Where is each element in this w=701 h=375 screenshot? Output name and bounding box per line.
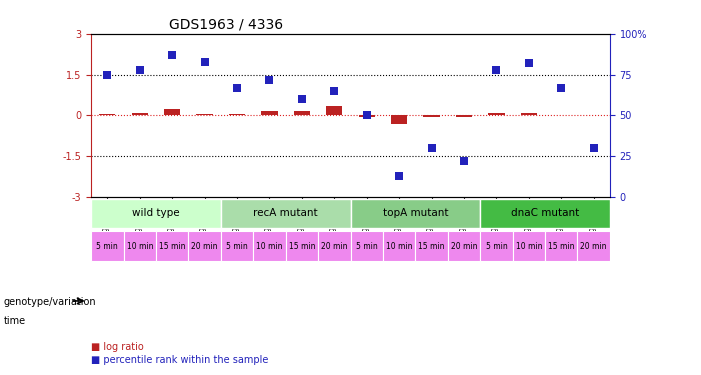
Text: 20 min: 20 min [191, 242, 218, 250]
Text: 20 min: 20 min [580, 242, 607, 250]
FancyBboxPatch shape [221, 199, 350, 228]
Point [426, 145, 437, 151]
Text: time: time [4, 316, 26, 326]
Point [102, 72, 113, 78]
Text: 10 min: 10 min [515, 242, 542, 250]
FancyBboxPatch shape [350, 199, 480, 228]
Point [134, 67, 145, 73]
FancyBboxPatch shape [480, 231, 512, 261]
Bar [521, 113, 537, 116]
FancyBboxPatch shape [286, 231, 318, 261]
Bar [196, 114, 212, 116]
Point [491, 67, 502, 73]
Bar [132, 113, 148, 116]
FancyBboxPatch shape [318, 231, 350, 261]
FancyBboxPatch shape [253, 231, 286, 261]
FancyBboxPatch shape [221, 231, 253, 261]
Point [297, 96, 308, 102]
Text: 15 min: 15 min [548, 242, 575, 250]
Point [329, 88, 340, 94]
Bar [391, 116, 407, 124]
FancyBboxPatch shape [448, 231, 480, 261]
Bar [585, 115, 601, 116]
Point [523, 60, 534, 66]
Bar [229, 114, 245, 116]
FancyBboxPatch shape [156, 231, 189, 261]
Text: 10 min: 10 min [386, 242, 412, 250]
Bar [553, 115, 569, 116]
FancyBboxPatch shape [512, 231, 545, 261]
Point [588, 145, 599, 151]
Bar [100, 114, 116, 116]
FancyBboxPatch shape [189, 231, 221, 261]
Text: wild type: wild type [132, 209, 179, 219]
Point [361, 112, 372, 118]
Text: dnaC mutant: dnaC mutant [511, 209, 579, 219]
FancyBboxPatch shape [415, 231, 448, 261]
Text: genotype/variation: genotype/variation [4, 297, 96, 307]
Point [458, 158, 470, 164]
Text: topA mutant: topA mutant [383, 209, 448, 219]
Bar [164, 109, 180, 115]
Text: GDS1963 / 4336: GDS1963 / 4336 [169, 17, 283, 31]
Bar [456, 116, 472, 117]
Point [264, 76, 275, 82]
Text: ■ percentile rank within the sample: ■ percentile rank within the sample [91, 355, 268, 365]
Point [556, 85, 567, 91]
FancyBboxPatch shape [578, 231, 610, 261]
Text: 20 min: 20 min [321, 242, 348, 250]
FancyBboxPatch shape [545, 231, 578, 261]
Bar [489, 113, 505, 116]
Text: 5 min: 5 min [356, 242, 378, 250]
Bar [326, 106, 342, 116]
Bar [423, 116, 440, 117]
FancyBboxPatch shape [350, 231, 383, 261]
FancyBboxPatch shape [91, 199, 221, 228]
Text: 10 min: 10 min [126, 242, 153, 250]
Point [231, 85, 243, 91]
Text: 5 min: 5 min [226, 242, 248, 250]
Text: 20 min: 20 min [451, 242, 477, 250]
Text: 15 min: 15 min [159, 242, 186, 250]
Text: 15 min: 15 min [418, 242, 445, 250]
FancyBboxPatch shape [123, 231, 156, 261]
Text: recA mutant: recA mutant [253, 209, 318, 219]
FancyBboxPatch shape [480, 199, 610, 228]
FancyBboxPatch shape [383, 231, 415, 261]
Bar [294, 111, 310, 116]
Text: 5 min: 5 min [97, 242, 118, 250]
Text: 15 min: 15 min [289, 242, 315, 250]
Point [393, 173, 404, 179]
Point [199, 58, 210, 64]
Text: 10 min: 10 min [256, 242, 283, 250]
Text: ■ log ratio: ■ log ratio [91, 342, 144, 352]
Bar [359, 116, 375, 117]
Point [167, 52, 178, 58]
FancyBboxPatch shape [91, 231, 123, 261]
Bar [261, 111, 278, 116]
Text: 5 min: 5 min [486, 242, 508, 250]
